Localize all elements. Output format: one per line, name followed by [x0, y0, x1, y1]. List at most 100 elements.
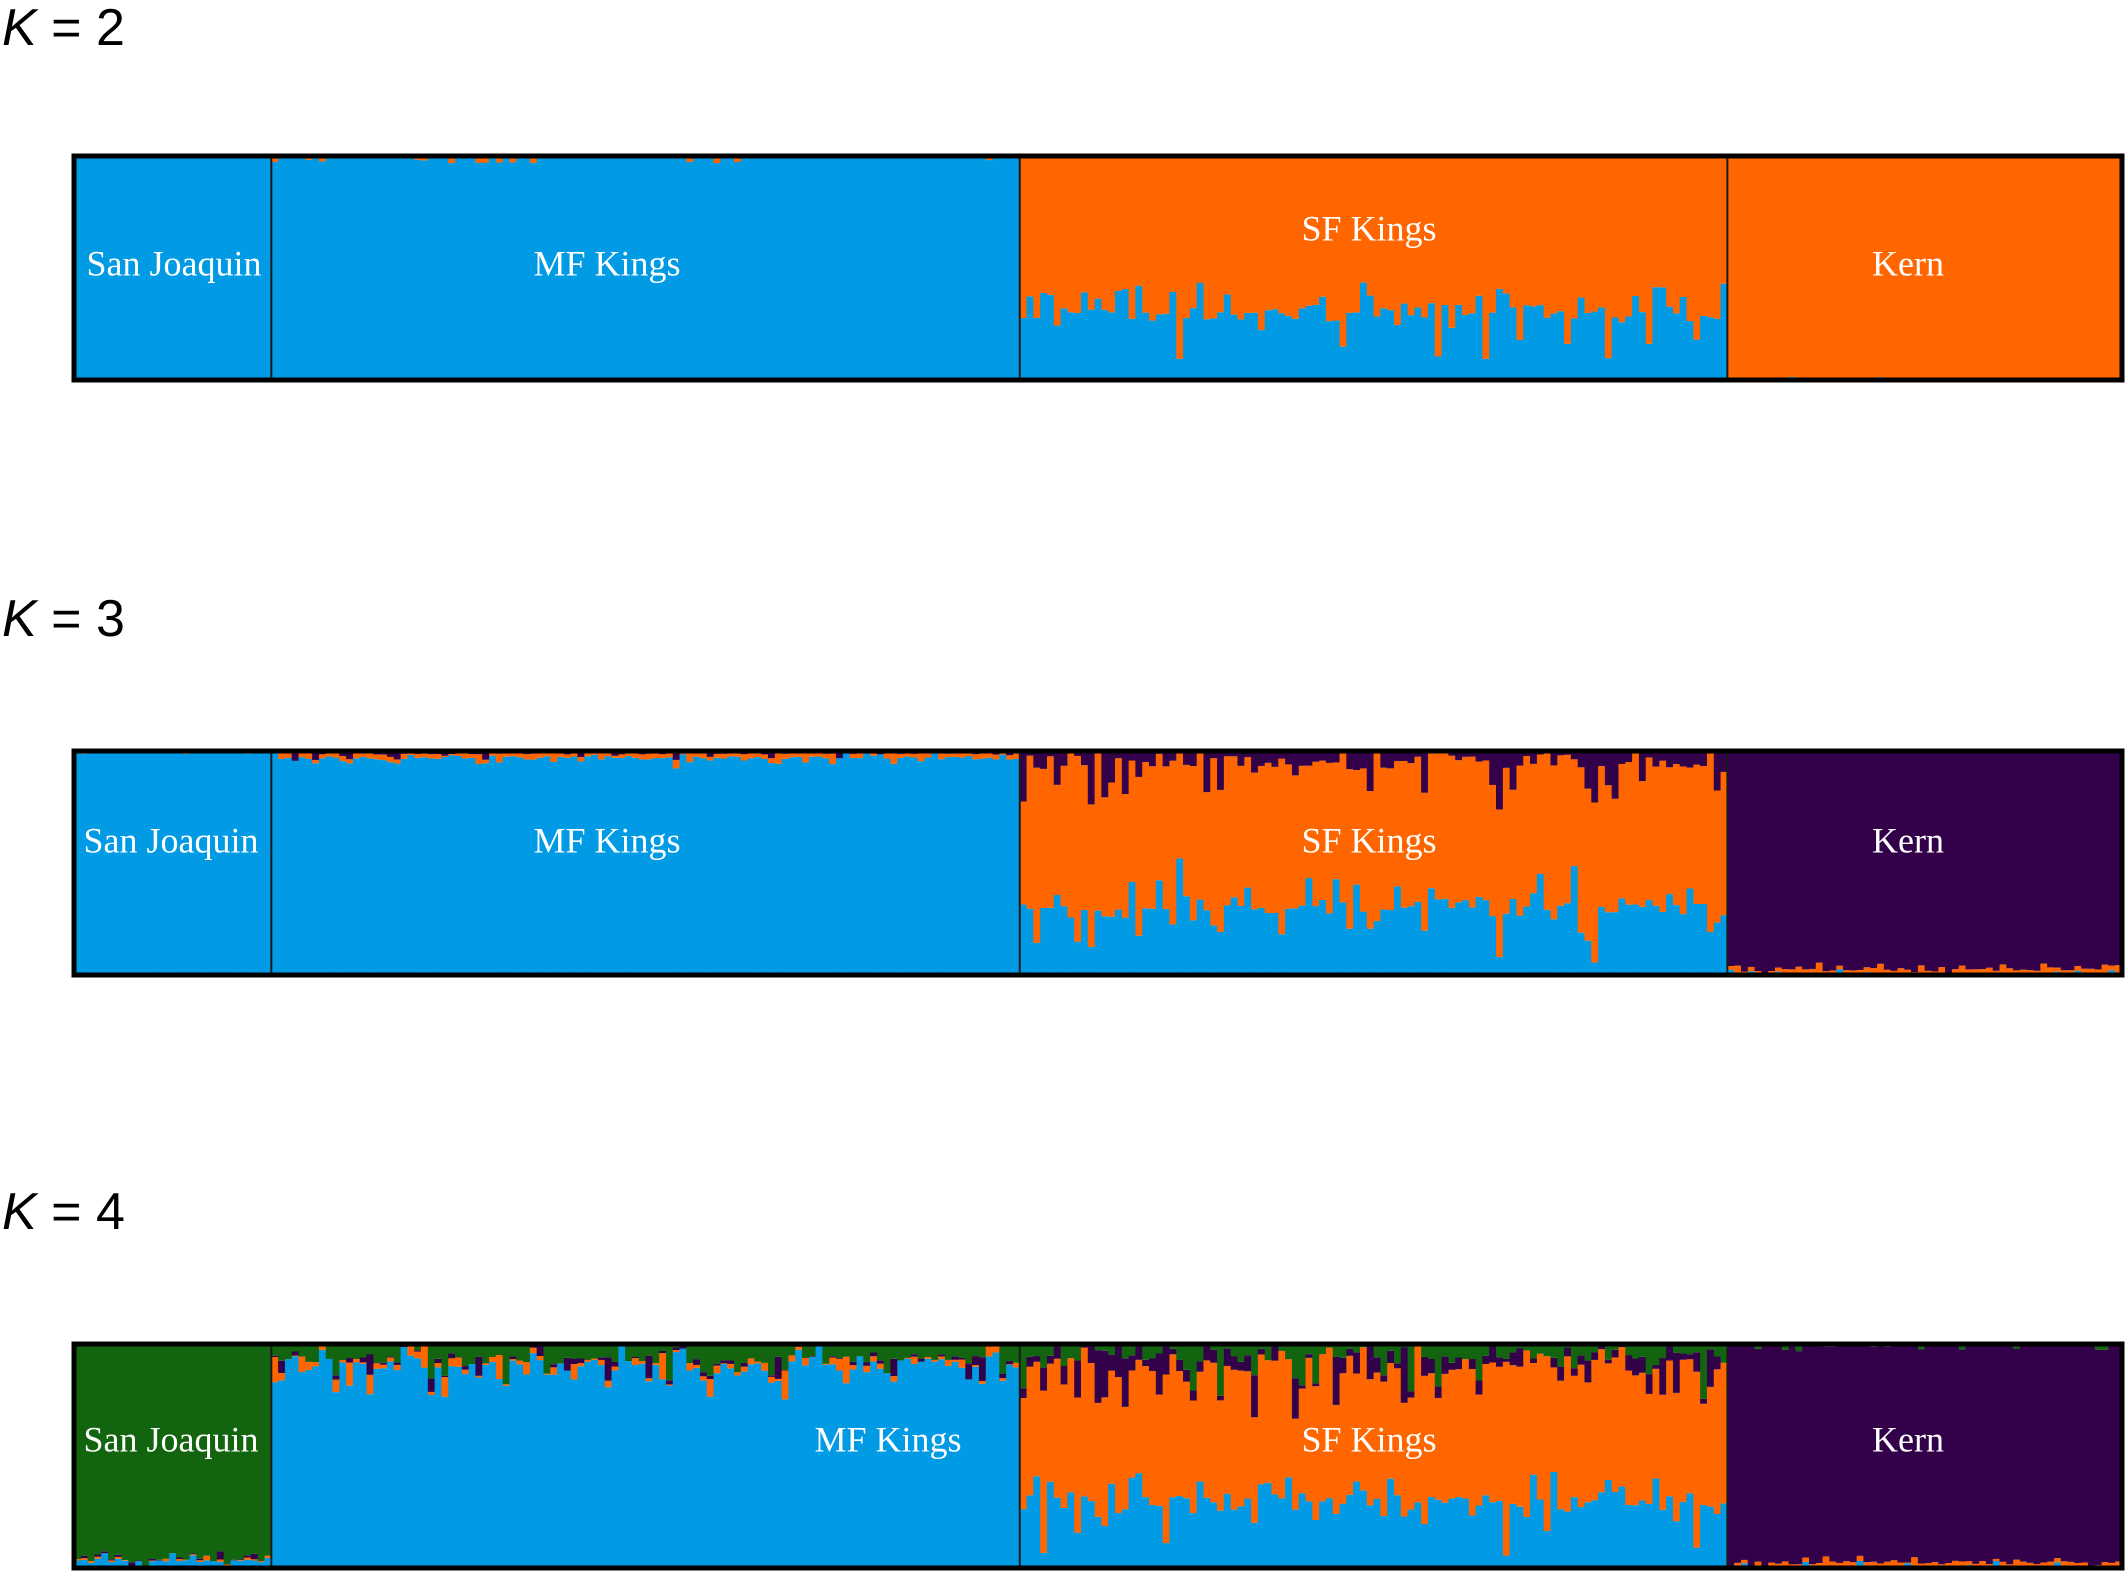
bar-sf-kings-1-cluster-2	[1027, 756, 1034, 909]
bar-mf-kings-74-cluster-1	[775, 764, 782, 975]
bar-mf-kings-107-cluster-3	[999, 1374, 1006, 1378]
bar-san-joaquin-5-cluster-1	[108, 753, 115, 975]
bar-kern-53-cluster-3	[2088, 751, 2095, 969]
bar-mf-kings-69-cluster-4	[741, 1344, 748, 1363]
bar-sf-kings-12-cluster-3	[1101, 1351, 1108, 1398]
bar-kern-4-cluster-3	[1755, 1349, 1762, 1562]
bar-mf-kings-72-cluster-1	[761, 156, 768, 380]
bar-sf-kings-17-cluster-1	[1135, 286, 1142, 380]
bar-mf-kings-79-cluster-1	[809, 1357, 816, 1568]
bar-kern-37-cluster-2	[1979, 1561, 1986, 1566]
bar-sf-kings-75-cluster-2	[1530, 156, 1537, 306]
bar-kern-2-cluster-3	[1741, 751, 1748, 972]
bar-sf-kings-7-cluster-2	[1067, 156, 1074, 312]
bar-sf-kings-68-cluster-1	[1482, 359, 1489, 380]
bar-mf-kings-92-cluster-2	[897, 754, 904, 758]
bar-mf-kings-54-cluster-2	[639, 754, 646, 759]
bar-sf-kings-25-cluster-1	[1190, 308, 1197, 380]
bar-mf-kings-15-cluster-1	[373, 156, 380, 380]
bar-mf-kings-94-cluster-1	[911, 156, 918, 380]
bar-sf-kings-100-cluster-2	[1700, 1404, 1707, 1505]
bar-mf-kings-102-cluster-1	[965, 756, 972, 975]
bar-mf-kings-5-cluster-2	[305, 753, 312, 758]
bar-sf-kings-98-cluster-1	[1687, 889, 1694, 975]
bar-sf-kings-93-cluster-1	[1653, 1479, 1660, 1568]
bar-kern-51-cluster-2	[2074, 966, 2081, 971]
bar-sf-kings-18-cluster-2	[1142, 1366, 1149, 1497]
bar-mf-kings-34-cluster-4	[503, 1344, 510, 1384]
bar-san-joaquin-15-cluster-2	[176, 1559, 183, 1561]
bar-mf-kings-22-cluster-1	[421, 160, 428, 380]
bar-sf-kings-41-cluster-1	[1299, 308, 1306, 380]
bar-mf-kings-30-cluster-1	[475, 163, 482, 380]
bar-sf-kings-50-cluster-1	[1360, 1490, 1367, 1568]
bar-sf-kings-99-cluster-1	[1693, 340, 1700, 380]
bar-mf-kings-1-cluster-1	[278, 1380, 285, 1568]
bar-sf-kings-94-cluster-1	[1659, 912, 1666, 975]
bar-sf-kings-50-cluster-1	[1360, 912, 1367, 975]
bar-kern-33-cluster-3	[1952, 751, 1959, 969]
bar-sf-kings-13-cluster-2	[1108, 156, 1115, 312]
bar-kern-53-cluster-3	[2088, 1346, 2095, 1568]
bar-sf-kings-50-cluster-1	[1360, 283, 1367, 380]
bar-mf-kings-26-cluster-3	[448, 1353, 455, 1358]
bar-mf-kings-50-cluster-4	[612, 1344, 619, 1362]
bar-sf-kings-89-cluster-1	[1625, 1505, 1632, 1568]
bar-mf-kings-81-cluster-2	[822, 1364, 829, 1365]
bar-mf-kings-48-cluster-2	[598, 1360, 605, 1365]
bar-mf-kings-30-cluster-3	[475, 1357, 482, 1376]
bar-sf-kings-7-cluster-1	[1067, 918, 1074, 975]
bar-mf-kings-57-cluster-2	[659, 754, 666, 758]
bar-mf-kings-32-cluster-2	[489, 1357, 496, 1362]
bar-sf-kings-15-cluster-3	[1122, 751, 1129, 794]
bar-sf-kings-91-cluster-2	[1639, 781, 1646, 907]
bar-kern-19-cluster-2	[1857, 156, 1864, 379]
bar-sf-kings-85-cluster-2	[1598, 1349, 1605, 1492]
bar-sf-kings-84-cluster-3	[1591, 751, 1598, 803]
bar-mf-kings-68-cluster-4	[734, 1344, 741, 1372]
bar-san-joaquin-5-cluster-3	[108, 1559, 115, 1560]
bar-mf-kings-103-cluster-1	[972, 759, 979, 975]
bar-sf-kings-63-cluster-2	[1448, 156, 1455, 328]
bar-san-joaquin-17-cluster-1	[190, 753, 197, 975]
bar-kern-34-cluster-3	[1959, 1349, 1966, 1561]
bar-sf-kings-95-cluster-2	[1666, 767, 1673, 894]
bar-kern-52-cluster-2	[2081, 156, 2088, 379]
bar-mf-kings-98-cluster-2	[938, 754, 945, 760]
bar-sf-kings-98-cluster-2	[1687, 1359, 1694, 1493]
bar-mf-kings-34-cluster-2	[503, 1384, 510, 1386]
bar-kern-36-cluster-2	[1972, 156, 1979, 378]
bar-mf-kings-12-cluster-2	[353, 753, 360, 758]
bar-mf-kings-2-cluster-1	[285, 1359, 292, 1568]
bar-sf-kings-66-cluster-2	[1469, 156, 1476, 313]
bar-sf-kings-100-cluster-1	[1700, 904, 1707, 975]
bar-kern-37-cluster-3	[1979, 751, 1986, 969]
bar-mf-kings-10-cluster-1	[339, 157, 346, 380]
bar-sf-kings-72-cluster-1	[1510, 1504, 1517, 1568]
bar-mf-kings-38-cluster-2	[530, 1348, 537, 1353]
bar-sf-kings-18-cluster-1	[1142, 1497, 1149, 1568]
bar-sf-kings-68-cluster-1	[1482, 900, 1489, 975]
bar-sf-kings-42-cluster-1	[1306, 306, 1313, 380]
bar-sf-kings-87-cluster-1	[1612, 318, 1619, 380]
bar-sf-kings-61-cluster-3	[1435, 1386, 1442, 1398]
bar-sf-kings-68-cluster-1	[1482, 1495, 1489, 1568]
bar-mf-kings-43-cluster-2	[564, 754, 571, 758]
bar-sf-kings-99-cluster-2	[1693, 765, 1700, 904]
bar-kern-51-cluster-3	[2074, 751, 2081, 966]
bar-mf-kings-8-cluster-1	[326, 1359, 333, 1568]
bar-sf-kings-101-cluster-1	[1707, 932, 1714, 975]
bar-sf-kings-2-cluster-2	[1033, 768, 1040, 943]
bar-mf-kings-77-cluster-1	[795, 1350, 802, 1568]
bar-sf-kings-29-cluster-1	[1217, 312, 1224, 380]
bar-sf-kings-57-cluster-4	[1408, 1344, 1415, 1391]
bar-mf-kings-65-cluster-2	[714, 1366, 721, 1374]
bar-mf-kings-61-cluster-1	[686, 1371, 693, 1568]
bar-san-joaquin-9-cluster-1	[135, 753, 142, 975]
bar-sf-kings-21-cluster-2	[1163, 156, 1170, 314]
bar-sf-kings-74-cluster-2	[1523, 1350, 1530, 1517]
bar-sf-kings-4-cluster-1	[1047, 908, 1054, 975]
bar-sf-kings-6-cluster-1	[1061, 1508, 1068, 1568]
bar-sf-kings-67-cluster-3	[1476, 1381, 1483, 1395]
bar-kern-49-cluster-2	[2061, 156, 2068, 379]
